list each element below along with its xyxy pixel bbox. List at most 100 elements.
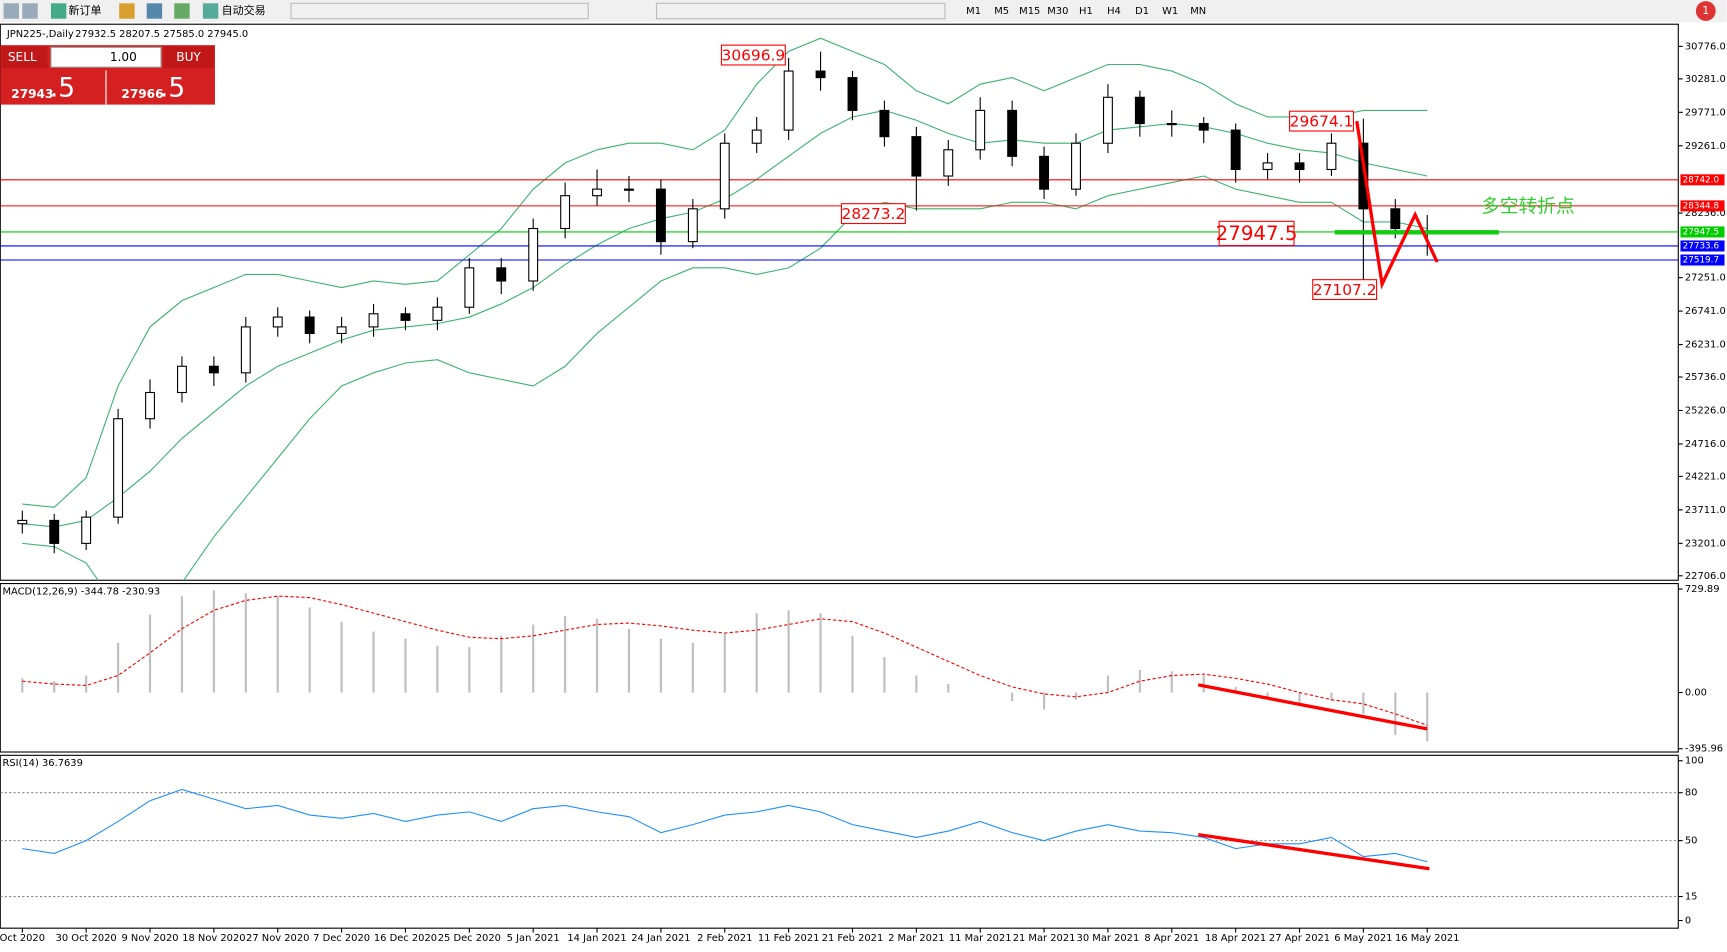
- timeframe[interactable]: M5: [994, 6, 1009, 17]
- y-tick-label: 0.00: [1685, 688, 1707, 699]
- histogram-bar: [819, 613, 822, 693]
- toolbar-button[interactable]: 新订单: [69, 3, 102, 17]
- level-label: 27519.7: [1683, 256, 1719, 266]
- histogram-bar: [947, 684, 950, 693]
- candle-body: [304, 316, 315, 335]
- toolbar-button[interactable]: 自动交易: [222, 3, 266, 17]
- candle-body: [113, 418, 124, 518]
- icon[interactable]: [119, 3, 135, 19]
- histogram-bar: [755, 613, 758, 693]
- histogram-bar: [180, 596, 184, 693]
- histogram-bar: [244, 593, 247, 693]
- lot[interactable]: 1.00: [110, 50, 137, 64]
- histogram-bar: [116, 642, 120, 693]
- timeframe[interactable]: H1: [1079, 6, 1093, 17]
- candle-body: [560, 195, 571, 230]
- candle-body: [655, 188, 666, 243]
- level-tag: [1680, 200, 1725, 212]
- indicator-title: RSI(14) 36.7639: [2, 758, 82, 769]
- histogram-bar: [1426, 692, 1429, 742]
- timeframe[interactable]: W1: [1162, 6, 1178, 17]
- histogram-bar: [1042, 692, 1046, 710]
- timeframe[interactable]: H4: [1107, 6, 1121, 17]
- y-tick-label: 100: [1685, 756, 1704, 767]
- toolbar-group: [655, 2, 946, 20]
- y-tick-label: 29261.0: [1685, 141, 1726, 152]
- main-pane: [0, 23, 1679, 581]
- annotation-note: 多空转折点: [1481, 196, 1575, 217]
- x-tick-label: 11 Feb 2021: [758, 933, 820, 944]
- buy-price[interactable]: 27966: [121, 87, 163, 101]
- rsi-line: [22, 788, 1428, 863]
- y-tick-label: 50: [1685, 836, 1698, 847]
- sell-button[interactable]: [1, 46, 48, 69]
- y-tick-label: 729.89: [1685, 584, 1720, 595]
- icon[interactable]: [174, 3, 190, 19]
- annotation-box: [1218, 220, 1295, 247]
- timeframe[interactable]: MN: [1190, 6, 1206, 17]
- divergence-line: [1197, 832, 1430, 871]
- sell-price-tail[interactable]: .5: [50, 73, 75, 104]
- annotation: 27107.2: [1313, 281, 1377, 299]
- sell-price[interactable]: 27943: [11, 87, 53, 101]
- macd-pane: [0, 583, 1679, 753]
- histogram-bar: [308, 607, 311, 693]
- x-tick-label: 7 Dec 2020: [313, 933, 370, 944]
- candle-body: [208, 365, 219, 374]
- timeframe[interactable]: M15: [1019, 6, 1040, 17]
- level-tag: [1680, 254, 1725, 266]
- histogram-bar: [1394, 692, 1397, 736]
- y-tick-label: 25736.0: [1685, 372, 1726, 383]
- candle-body: [1166, 122, 1177, 126]
- candle-body: [81, 516, 92, 544]
- icon[interactable]: [3, 3, 19, 19]
- y-tick-label: 27251.0: [1685, 273, 1726, 284]
- histogram-bar: [1170, 671, 1173, 693]
- icon[interactable]: [22, 3, 38, 19]
- badge-count[interactable]: 1: [1702, 4, 1709, 17]
- y-tick-label: 22706.0: [1685, 571, 1726, 582]
- histogram-bar: [85, 675, 88, 693]
- x-tick-label: 27 Nov 2020: [246, 933, 309, 944]
- toolbar: [0, 0, 1727, 23]
- level-tag: [1680, 240, 1725, 252]
- trend-arrow: [1355, 120, 1439, 290]
- icon[interactable]: [50, 3, 67, 19]
- candle-body: [496, 267, 507, 282]
- level-tag: [1680, 226, 1725, 238]
- y-tick-label: 28236.0: [1685, 208, 1726, 219]
- buy-button[interactable]: [163, 46, 214, 69]
- y-tick-label: 29771.0: [1685, 107, 1726, 118]
- timeframe[interactable]: M1: [966, 6, 981, 17]
- candle-body: [975, 109, 986, 151]
- histogram-bar: [1106, 675, 1110, 693]
- badge[interactable]: [1695, 1, 1716, 21]
- buy-price-tail[interactable]: .5: [160, 73, 185, 104]
- y-tick-label: 24221.0: [1685, 471, 1726, 482]
- level-tag: [1680, 174, 1725, 186]
- histogram-bar: [787, 610, 790, 693]
- x-tick-label: 2 Feb 2021: [697, 933, 752, 944]
- trade-panel: SELL BUY 1.00 27943 .5 27966 .5: [0, 45, 215, 105]
- sell-label[interactable]: SELL: [8, 50, 37, 64]
- candle-body: [17, 519, 28, 525]
- lot-input[interactable]: [50, 46, 162, 68]
- x-tick-label: 18 Apr 2021: [1205, 933, 1266, 944]
- timeframe[interactable]: M30: [1047, 6, 1068, 17]
- candle-body: [49, 519, 60, 544]
- candle-body: [1230, 129, 1241, 171]
- icon[interactable]: [202, 3, 219, 19]
- annotation-box: [1312, 279, 1378, 301]
- annotation-box: [720, 44, 786, 66]
- annotation-box: [1289, 110, 1355, 132]
- candle-body: [176, 365, 187, 394]
- icon[interactable]: [146, 3, 163, 19]
- buy-label[interactable]: BUY: [176, 50, 201, 64]
- toolbar-group: [290, 2, 589, 20]
- histogram-bar: [564, 615, 567, 693]
- x-tick-label: 16 May 2021: [1395, 933, 1460, 944]
- candle-body: [1262, 162, 1273, 171]
- ohlc: 27932.5 28207.5 27585.0 27945.0: [75, 29, 248, 40]
- timeframe[interactable]: D1: [1135, 6, 1149, 17]
- candle-body: [400, 313, 411, 321]
